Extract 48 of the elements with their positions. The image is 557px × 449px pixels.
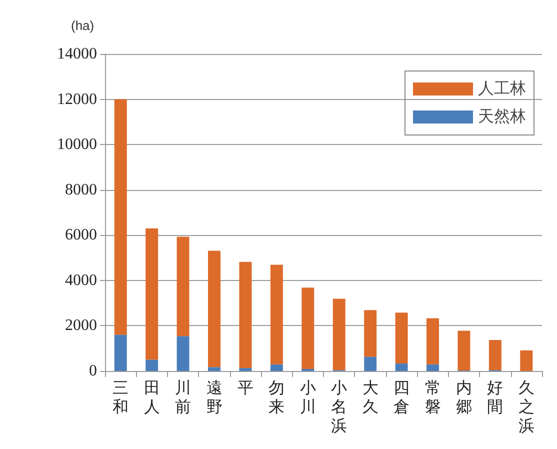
bar xyxy=(458,330,470,371)
x-tick-label: 川前 xyxy=(175,379,192,416)
bar xyxy=(395,364,408,371)
y-axis-title: (ha) xyxy=(71,18,94,33)
bar xyxy=(364,310,377,357)
bar xyxy=(332,298,346,370)
bar xyxy=(146,228,158,360)
bar xyxy=(208,367,220,371)
x-tick-label: 小川 xyxy=(300,379,316,416)
legend-label: 天然林 xyxy=(478,108,526,126)
y-tick-label: 14000 xyxy=(57,46,97,62)
bar xyxy=(270,364,283,371)
x-tick-label: 好間 xyxy=(487,380,504,416)
bar xyxy=(239,262,252,368)
legend-label: 人工林 xyxy=(478,80,526,98)
x-tick-label: 遠野 xyxy=(206,379,222,416)
bar xyxy=(426,364,439,371)
x-tick-label: 四倉 xyxy=(394,380,410,416)
bar xyxy=(395,312,408,364)
x-tick-label: 内郷 xyxy=(456,379,472,416)
x-tick-label: 大久 xyxy=(362,379,378,416)
x-tick-label: 小名浜 xyxy=(331,379,348,435)
bar xyxy=(520,350,533,371)
y-tick-label: 10000 xyxy=(57,136,97,154)
y-tick-label: 12000 xyxy=(57,90,97,108)
bar xyxy=(364,356,377,371)
x-tick-label: 久之浜 xyxy=(518,380,534,435)
y-tick-label: 4000 xyxy=(65,272,97,289)
bar xyxy=(176,336,190,371)
x-tick-label: 三和 xyxy=(112,380,129,416)
bar xyxy=(146,360,158,371)
y-tick-label: 2000 xyxy=(65,317,97,334)
y-tick-label: 0 xyxy=(89,362,97,380)
x-tick-label: 平 xyxy=(237,380,254,397)
bar xyxy=(176,236,190,336)
bar xyxy=(302,288,314,369)
y-tick-label: 6000 xyxy=(65,226,97,244)
bar xyxy=(239,368,252,371)
bar xyxy=(426,318,439,364)
bar xyxy=(114,334,127,371)
bar xyxy=(208,250,220,368)
x-tick-label: 田人 xyxy=(144,380,160,416)
x-tick-label: 常磐 xyxy=(424,379,441,416)
bar xyxy=(114,99,127,335)
y-tick-label: 8000 xyxy=(65,181,97,198)
bar xyxy=(488,340,502,370)
x-tick-label: 勿来 xyxy=(268,380,285,416)
bar xyxy=(270,264,283,364)
